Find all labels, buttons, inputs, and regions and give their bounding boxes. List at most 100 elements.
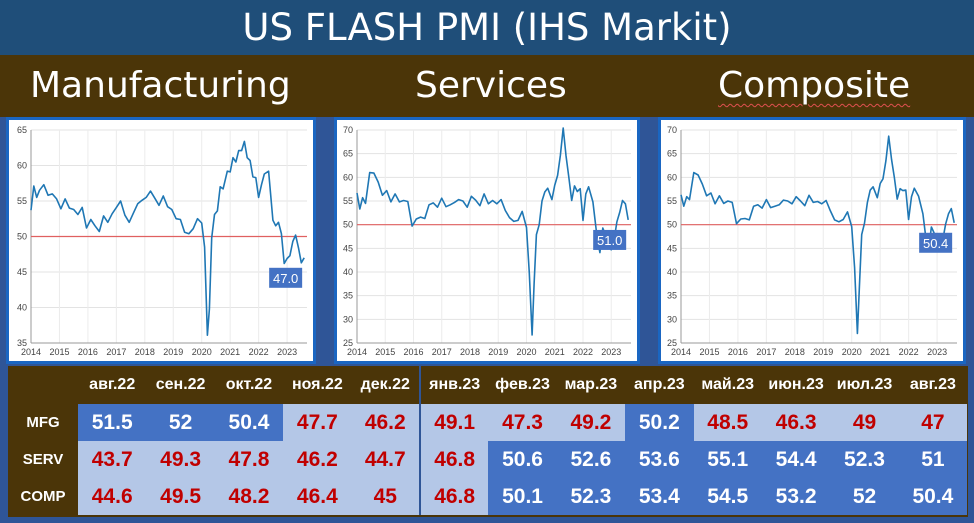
pmi-value-cell: 55.1 [693,441,762,478]
pmi-series-line [680,135,955,335]
last-value-label: 51.0 [597,233,622,248]
y-tick-label: 35 [667,291,677,301]
x-tick-label: 2017 [432,347,452,357]
pmi-value-cell: 48.2 [214,478,284,515]
x-tick-label: 2018 [135,347,155,357]
x-tick-label: 2022 [573,347,593,357]
section-label-manufacturing: Manufacturing [30,65,291,106]
month-header: авг.23 [909,376,956,393]
y-tick-label: 40 [17,303,27,313]
month-header: июл.23 [836,376,893,393]
pmi-value-cell: 52.3 [556,478,626,515]
pmi-value-cell: 50.4 [214,404,284,441]
x-tick-label: 2019 [163,347,183,357]
pmi-value-cell: 52.3 [830,441,899,478]
section-label-services: Services [415,65,567,106]
chart-panel-services: 25 30 35 40 45 50 55 60 65 70 2014 2015 2016 2017 2018… [334,117,640,364]
x-tick-label: 2014 [671,347,691,357]
pmi-value-cell: 52 [830,478,899,515]
last-value-box [919,232,953,253]
table-corner-cell [8,366,78,404]
pmi-value-cell: 46.8 [418,478,489,515]
pmi-value-cell: 53.6 [625,441,694,478]
x-tick-label: 2021 [220,347,240,357]
y-tick-label: 30 [667,314,677,324]
x-tick-label: 2015 [49,347,69,357]
y-tick-label: 55 [17,196,27,206]
section-label-composite: Composite [718,65,911,106]
x-tick-label: 2016 [78,347,98,357]
pmi-value-cell: 44.6 [78,478,147,515]
x-tick-label: 2022 [249,347,269,357]
x-tick-label: 2019 [813,347,833,357]
x-tick-label: 2020 [842,347,862,357]
pmi-value-cell: 47.8 [214,441,284,478]
pmi-value-cell: 47 [898,404,968,441]
last-value-label: 50.4 [923,236,948,251]
pmi-value-cell: 51 [898,441,968,478]
y-tick-label: 65 [667,149,677,159]
pmi-series-line [30,140,305,336]
pmi-value-cell: 52.6 [556,441,626,478]
row-label: MFG [8,404,78,441]
pmi-value-cell: 44.7 [351,441,420,478]
x-tick-label: 2018 [460,347,480,357]
pmi-value-cell: 46.2 [351,404,420,441]
y-tick-label: 45 [667,243,677,253]
pmi-value-cell: 50.6 [488,441,557,478]
x-tick-label: 2017 [756,347,776,357]
pmi-series-line [356,127,629,336]
x-tick-label: 2017 [106,347,126,357]
x-tick-label: 2021 [545,347,565,357]
x-tick-label: 2021 [870,347,890,357]
y-tick-label: 40 [343,267,353,277]
x-tick-label: 2015 [375,347,395,357]
x-tick-label: 2023 [927,347,947,357]
x-tick-label: 2019 [488,347,508,357]
x-tick-label: 2020 [192,347,212,357]
pmi-value-cell: 49.1 [418,404,489,441]
pmi-value-cell: 54.4 [761,441,831,478]
row-label: COMP [8,478,78,515]
x-tick-label: 2022 [899,347,919,357]
pmi-value-cell: 51.5 [78,404,147,441]
y-tick-label: 45 [343,243,353,253]
chart-panel-manufacturing: 35 40 45 50 55 60 65 2014 2015 2016 2017 2018 2019 20… [6,117,316,364]
composite-chart: 25 30 35 40 45 50 55 60 65 70 2014 2015 2016 2017 2018… [667,125,957,357]
y-tick-label: 65 [343,149,353,159]
services-chart: 25 30 35 40 45 50 55 60 65 70 2014 2015 2016 2017 2018… [343,125,631,357]
pmi-value-cell: 46.2 [283,441,352,478]
y-tick-label: 50 [667,220,677,230]
pmi-value-cell: 49.5 [146,478,215,515]
x-tick-label: 2015 [699,347,719,357]
x-tick-label: 2014 [21,347,41,357]
y-tick-label: 35 [343,291,353,301]
x-tick-label: 2023 [601,347,621,357]
y-tick-label: 60 [667,172,677,182]
last-value-label: 47.0 [273,271,298,286]
y-tick-label: 70 [343,125,353,135]
pmi-value-cell: 43.7 [78,441,147,478]
month-header: июн.23 [768,376,824,393]
pmi-table-container: авг.22 сен.22 окт.22 ноя.22 дек.22 янв.23 фев.… [8,366,968,517]
pmi-value-cell: 53.2 [761,478,831,515]
y-tick-label: 50 [343,220,353,230]
pmi-value-cell: 54.5 [693,478,762,515]
month-header: янв.23 [418,366,489,404]
y-tick-label: 70 [667,125,677,135]
pmi-table: авг.22 сен.22 окт.22 ноя.22 дек.22 янв.23 фев.… [8,366,968,515]
chart-panel-composite: 25 30 35 40 45 50 55 60 65 70 2014 2015 2016 2017 2018… [658,117,966,364]
month-header: апр.23 [634,376,685,393]
table-row: COMP 44.6 49.5 48.2 46.4 45 46.8 50.1 52.3 53.4 54… [8,478,968,515]
table-header-row: авг.22 сен.22 окт.22 ноя.22 дек.22 янв.23 фев.… [8,366,967,404]
pmi-value-cell: 48.5 [693,404,762,441]
x-tick-label: 2023 [277,347,297,357]
page-title: US FLASH PMI (IHS Markit) [0,0,974,55]
last-value-box [593,229,627,250]
x-tick-label: 2020 [516,347,536,357]
row-label: SERV [8,441,78,478]
month-header: ноя.22 [291,376,343,393]
last-value-box [269,267,303,288]
x-tick-label: 2016 [728,347,748,357]
pmi-value-cell: 49.2 [556,404,626,441]
